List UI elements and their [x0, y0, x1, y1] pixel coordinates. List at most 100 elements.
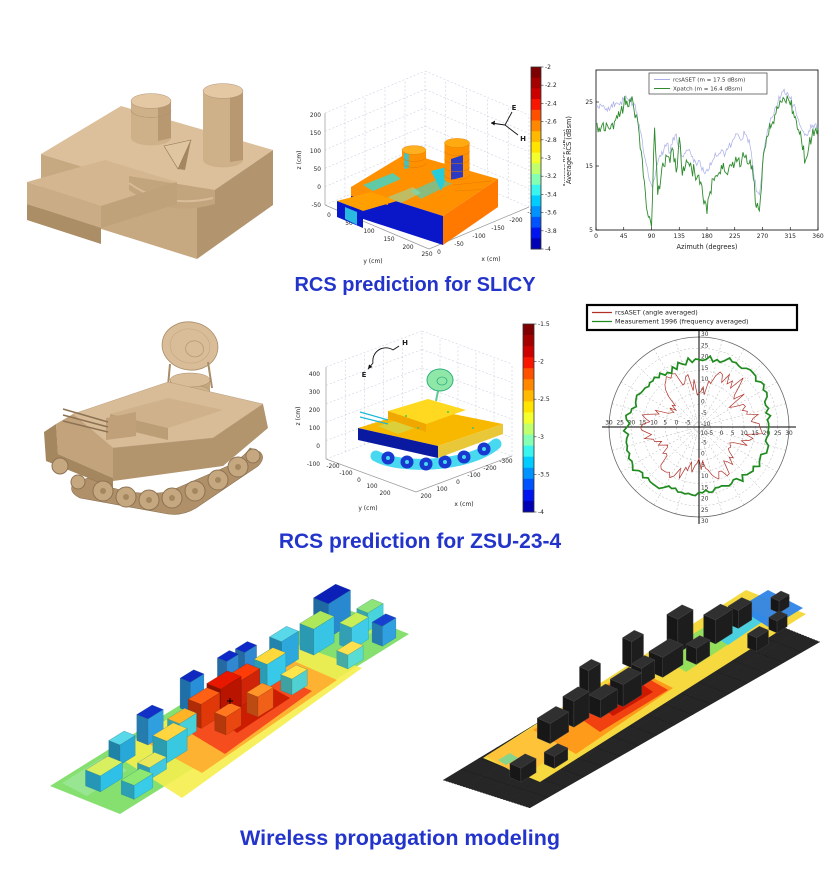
building-roof [666, 604, 694, 620]
slicy-lower-ledge [27, 204, 101, 244]
colorbar-band [523, 357, 534, 369]
x-axis-label: x (cm) [454, 501, 473, 508]
colorbar-band [523, 434, 534, 447]
radial-tick-label: 5 [701, 463, 705, 469]
colorbar-band [531, 195, 541, 207]
slicy-cylinder-left-shade [158, 101, 171, 141]
x-tick-label: -200 [483, 466, 496, 472]
propagation-right-figure [428, 550, 825, 808]
x-tick-label: 135 [674, 233, 686, 240]
turret-jet [388, 399, 466, 424]
colorbar-tick-label: -3.8 [545, 228, 557, 235]
y-axis-label: Average RCS (dBsm) [565, 116, 573, 184]
radial-tick-label: 10 [650, 421, 658, 427]
h-field-label: H [402, 339, 408, 347]
radial-tick-label: -5 [701, 440, 707, 446]
radial-tick-label: 30 [701, 332, 709, 338]
y-tick-label: -100 [339, 471, 352, 477]
x-tick-label: -50 [454, 242, 464, 248]
y-tick-label: 200 [379, 491, 390, 497]
building-roof [648, 638, 684, 658]
building-roof [356, 598, 384, 614]
colorbar-band [531, 152, 541, 164]
building-roof [167, 708, 197, 724]
slicy-cylinder-right-top [202, 83, 244, 99]
radial-tick-label: 25 [617, 421, 625, 427]
grid-line [325, 349, 423, 386]
building-roof [313, 584, 351, 604]
x-tick-label: 200 [420, 494, 431, 500]
zsu-colorbar-and-annotations: -1.5 -2 -2.5 -3 -3.5 -4 E H [362, 321, 550, 516]
z-tick-label: -100 [307, 462, 320, 468]
grid-line [424, 125, 530, 171]
legend-entry-label: rcsASET (m = 17.5 dBsm) [673, 78, 745, 84]
slicy-rcs-geometry [337, 138, 498, 245]
building-roof [179, 669, 205, 683]
slicy-step-right [101, 182, 177, 228]
building-roof [536, 706, 570, 724]
barrels-jet [359, 411, 389, 425]
colorbar-band [531, 67, 541, 79]
propagation-left-figure [32, 558, 420, 816]
colorbar-tick-label: -3.4 [545, 191, 557, 198]
colorbar-band [523, 456, 534, 469]
colorbar-band [523, 489, 534, 502]
z-tick-label: 0 [317, 185, 321, 191]
colorbar-tick-label: -2.6 [545, 119, 557, 126]
y-tick-label: 100 [366, 484, 377, 490]
radial-tick-label: 20 [628, 421, 636, 427]
colorbar-band [531, 163, 541, 175]
y-tick-label: 5 [589, 227, 593, 234]
x-axis-label: Azimuth (degrees) [677, 243, 738, 251]
polar-spoke [675, 430, 699, 514]
dish-jet [426, 368, 454, 392]
colorbar-tick-label: -4 [538, 509, 544, 516]
building-roof [280, 664, 308, 680]
z-tick-label: 400 [309, 372, 320, 378]
polar-spoke [635, 429, 697, 491]
zsu-polar-figure: 30 30 30 30 25 25 25 25 20 20 20 20 15 15 15 15 10 10 10 10… [584, 303, 820, 525]
slicy-step-front [27, 182, 101, 228]
building-roof [609, 667, 643, 685]
slicy-rcs-surface-plot: 200 150 100 50 0 -50 0 50 100 150 200 250 0 -50 -100 -1… [296, 64, 565, 265]
radial-tick-label: 25 [701, 508, 709, 514]
colorbar-band [523, 346, 534, 358]
grid-line [325, 367, 423, 405]
barrel-housing [106, 412, 136, 440]
building-roof [630, 655, 656, 669]
colorbar-tick-label: -3 [538, 434, 544, 441]
y-tick-label: 200 [402, 245, 413, 251]
slicy-average-rcs-chart: 0 45 90 135 180 225 270 315 360 5 15 25 Azimuth (deg… [565, 69, 824, 251]
building-roof [371, 613, 397, 627]
building-roof [187, 687, 221, 705]
grid-line [424, 144, 530, 189]
slicy-3d-axes: 200 150 100 50 0 -50 0 50 100 150 200 250 0 -50 -100 -1… [296, 70, 541, 265]
x-tick-label: 90 [648, 233, 656, 240]
colorbar-band [523, 335, 534, 347]
polar-series-1 [622, 354, 772, 497]
colorbar-band [531, 131, 541, 143]
building-roof [108, 730, 136, 746]
zsu-polar-chart: 3030303025252525202020201515151510101010… [585, 303, 799, 525]
building-roof [543, 743, 569, 757]
colorbar-band [531, 174, 541, 186]
building-roof [217, 650, 239, 662]
z-axis-label: z (cm) [295, 407, 302, 426]
building-roof [703, 603, 733, 621]
radial-tick-label: 20 [701, 497, 709, 503]
building-roof [685, 635, 711, 649]
colorbar-band [531, 109, 541, 121]
propagation-scene-mesh [442, 590, 821, 808]
slicy-cad-model [27, 83, 273, 259]
x-tick-label: 315 [785, 233, 797, 240]
colorbar-band [523, 423, 534, 435]
building-roof [206, 670, 242, 690]
radial-tick-label: 15 [701, 485, 709, 491]
hull-right [113, 404, 268, 481]
building-roof [727, 597, 753, 611]
speckles [405, 411, 474, 429]
colorbar-tick-label: -3.6 [545, 210, 557, 217]
radial-tick-label: 30 [785, 431, 793, 437]
x-tick-label: -300 [499, 459, 512, 465]
building-side-face [136, 714, 149, 746]
